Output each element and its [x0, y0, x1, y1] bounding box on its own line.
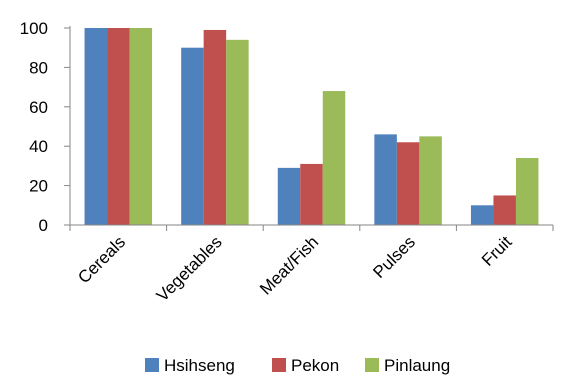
legend-label: Pekon	[291, 356, 339, 375]
legend-label: Pinlaung	[384, 356, 450, 375]
legend-swatch	[145, 358, 159, 372]
axes	[69, 26, 554, 231]
bar-pekon-pulses	[396, 142, 420, 225]
bar-pinlaung-pulses	[419, 136, 442, 225]
y-tick-label: 40	[29, 137, 48, 156]
bar-hsihseng-cereals	[84, 28, 108, 225]
bar-pinlaung-vegetables	[226, 39, 249, 225]
x-category-label: Cereals	[74, 232, 129, 287]
y-tick-label: 0	[39, 216, 48, 235]
y-tick-label: 100	[20, 19, 48, 38]
x-category-label: Vegetables	[153, 232, 226, 305]
legend: Hsihseng Pekon Pinlaung	[145, 356, 450, 375]
bar-hsihseng-pulses	[374, 134, 397, 225]
x-category-label: Fruit	[478, 232, 516, 270]
bar-pekon-vegetables	[203, 29, 227, 225]
bar-series	[84, 28, 539, 226]
bar-hsihseng-vegetables	[181, 47, 204, 226]
bar-pinlaung-cereals	[129, 28, 153, 225]
bar-hsihseng-meatfish	[277, 167, 301, 225]
legend-label: Hsihseng	[164, 356, 235, 375]
x-category-label: Meat/Fish	[256, 232, 322, 298]
y-axis-ticks: 0 20 40 60 80 100	[20, 19, 70, 235]
legend-swatch	[272, 358, 286, 372]
bar-pekon-fruit	[493, 195, 516, 225]
bar-hsihseng-fruit	[470, 205, 494, 225]
legend-swatch	[365, 358, 379, 372]
bar-pekon-meatfish	[300, 163, 323, 225]
y-tick-label: 80	[29, 58, 48, 77]
x-axis-labels: Cereals Vegetables Meat/Fish Pulses Fruit	[74, 232, 515, 305]
y-tick-label: 60	[29, 98, 48, 117]
bar-pinlaung-meatfish	[322, 91, 346, 225]
y-tick-label: 20	[29, 177, 48, 196]
x-category-label: Pulses	[369, 232, 419, 282]
bar-pinlaung-fruit	[515, 158, 539, 225]
bar-pekon-cereals	[107, 28, 130, 225]
